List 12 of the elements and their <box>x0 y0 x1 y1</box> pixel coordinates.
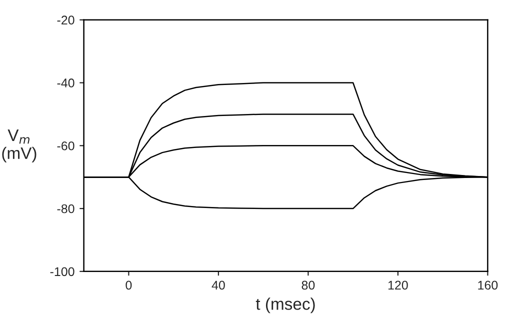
x-tick-label: 160 <box>478 280 498 290</box>
y-tick-label: -60 <box>57 141 74 150</box>
y-tick-label: -100 <box>50 267 74 276</box>
x-tick-label: 120 <box>388 280 408 290</box>
x-tick-label: 80 <box>302 280 315 290</box>
y-tick-label: -40 <box>57 78 74 88</box>
x-tick-label: 40 <box>212 280 225 290</box>
y-axis-title: V$_{m}$ (mV) <box>2 129 36 162</box>
y-tick-label: -80 <box>57 204 74 214</box>
y-tick-label: -20 <box>57 16 74 25</box>
x-tick-label: 0 <box>126 280 132 290</box>
x-axis-title: t (msec) <box>256 298 315 314</box>
